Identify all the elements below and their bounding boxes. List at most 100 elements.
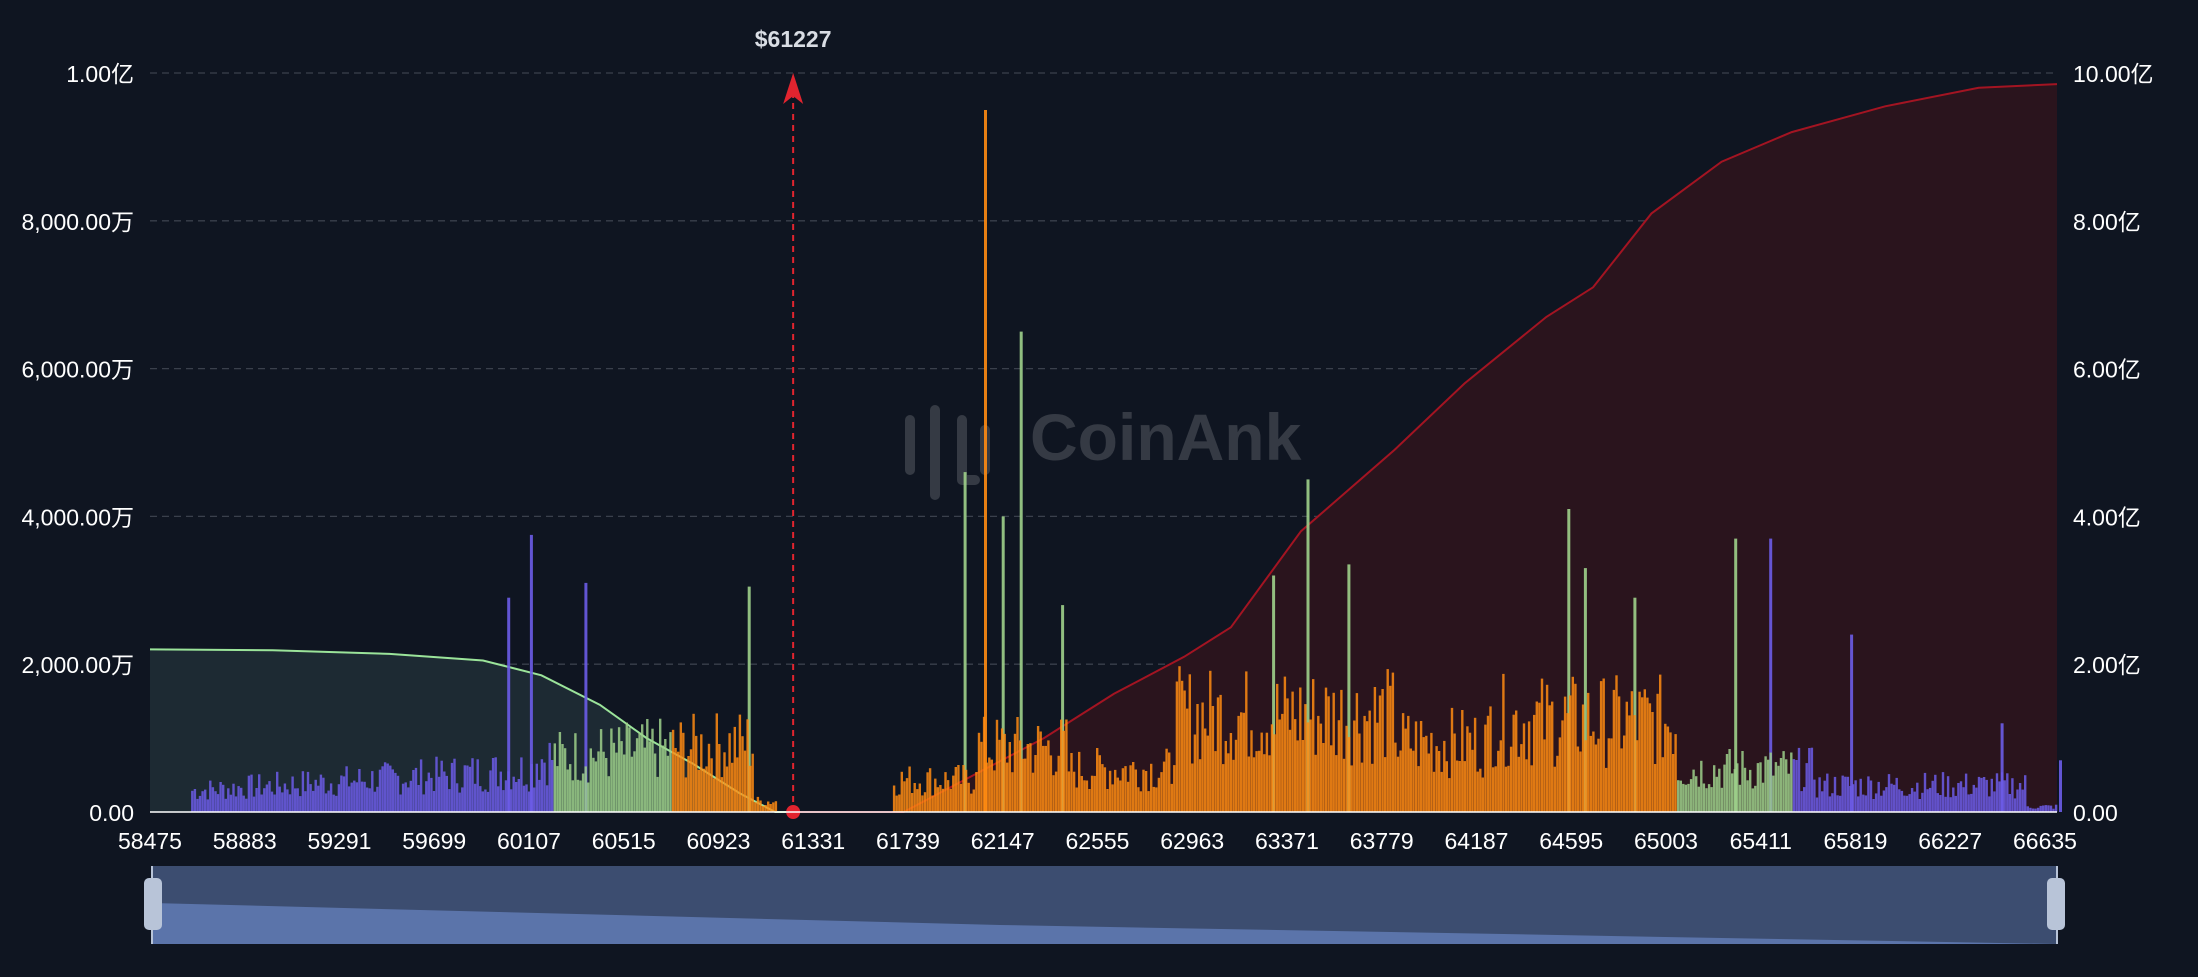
histogram-bar xyxy=(1754,785,1757,812)
histogram-bar xyxy=(1419,721,1423,812)
histogram-bar xyxy=(1427,753,1430,812)
histogram-bar xyxy=(1684,784,1688,812)
histogram-bar xyxy=(967,782,970,812)
histogram-bar xyxy=(1137,787,1140,812)
histogram-bar xyxy=(1736,763,1739,812)
current-price-marker: $61227 xyxy=(755,26,832,819)
histogram-bar xyxy=(1389,685,1392,812)
histogram-bar xyxy=(1466,726,1469,812)
histogram-bar xyxy=(1993,791,1996,812)
histogram-bar xyxy=(1823,780,1826,812)
histogram-bar xyxy=(1767,759,1770,812)
histogram-bar xyxy=(1900,790,1904,812)
histogram-bar xyxy=(1229,733,1233,812)
liquidation-bar xyxy=(1769,538,1773,812)
histogram-bar xyxy=(1705,788,1708,812)
histogram-bar xyxy=(1653,764,1657,812)
histogram-bar xyxy=(990,759,993,812)
histogram-bar xyxy=(926,772,929,812)
histogram-bar xyxy=(892,785,896,812)
histogram-bar xyxy=(209,780,212,812)
histogram-bar xyxy=(1540,678,1544,812)
histogram-bar xyxy=(373,791,377,812)
histogram-bar xyxy=(347,786,351,812)
histogram-bar xyxy=(1126,781,1130,812)
histogram-bar xyxy=(2016,789,2019,812)
histogram-bar xyxy=(1276,683,1279,812)
histogram-bar xyxy=(715,713,718,812)
histogram-bar xyxy=(422,794,425,812)
histogram-bar xyxy=(957,765,960,812)
histogram-bar xyxy=(566,769,569,812)
histogram-bar xyxy=(1589,735,1592,812)
histogram-bar xyxy=(502,790,505,812)
histogram-bar xyxy=(332,794,335,812)
zoom-handle-right[interactable] xyxy=(2047,878,2065,930)
histogram-bar xyxy=(1381,689,1384,812)
x-tick-label: 58883 xyxy=(213,828,277,854)
histogram-bar xyxy=(1620,748,1623,812)
histogram-bar xyxy=(1831,793,1834,812)
histogram-bar xyxy=(358,769,361,812)
zoom-handle-left[interactable] xyxy=(144,878,162,930)
histogram-bar xyxy=(450,762,454,812)
histogram-bar xyxy=(425,781,428,812)
histogram-bar xyxy=(1574,683,1577,812)
histogram-bar xyxy=(270,791,274,812)
histogram-bar xyxy=(368,788,371,812)
histogram-bar xyxy=(1785,759,1788,812)
histogram-bar xyxy=(383,762,387,812)
x-tick-label: 58475 xyxy=(118,828,182,854)
histogram-bar xyxy=(1180,680,1184,812)
liquidation-bar xyxy=(1061,605,1065,812)
histogram-bar xyxy=(628,727,631,812)
histogram-bar xyxy=(1157,777,1161,812)
histogram-bar xyxy=(749,765,752,812)
histogram-bar xyxy=(309,784,312,812)
histogram-bar xyxy=(1435,746,1438,812)
histogram-bar xyxy=(1864,795,1868,812)
histogram-bar xyxy=(1206,735,1209,812)
histogram-bar xyxy=(201,791,204,812)
histogram-bar xyxy=(1368,710,1371,812)
histogram-bar xyxy=(515,782,518,812)
histogram-bar xyxy=(1209,670,1212,812)
histogram-bar xyxy=(1579,751,1582,812)
histogram-bar xyxy=(1954,795,1957,812)
y-right-tick-label: 0.00 xyxy=(2073,800,2118,826)
histogram-bar xyxy=(260,794,263,812)
histogram-bar xyxy=(946,780,950,812)
histogram-bar xyxy=(970,793,973,812)
histogram-bar xyxy=(432,791,436,812)
histogram-bar xyxy=(1407,715,1410,812)
histogram-bar xyxy=(1515,710,1518,812)
histogram-bar xyxy=(350,782,353,812)
histogram-bar xyxy=(193,789,197,812)
histogram-bar xyxy=(232,783,235,812)
histogram-bar xyxy=(1738,784,1742,812)
histogram-bar xyxy=(1892,784,1896,812)
zoom-slider[interactable] xyxy=(144,866,2065,944)
histogram-bar xyxy=(219,782,222,812)
histogram-bar xyxy=(453,758,456,812)
histogram-bar xyxy=(1129,765,1132,812)
histogram-bar xyxy=(638,732,641,812)
histogram-bar xyxy=(1998,781,2001,812)
histogram-bar xyxy=(736,757,739,812)
x-tick-label: 65003 xyxy=(1634,828,1698,854)
histogram-bar xyxy=(1671,754,1675,812)
x-tick-label: 65411 xyxy=(1730,828,1792,854)
histogram-bar xyxy=(1484,724,1487,812)
histogram-bar xyxy=(774,801,778,812)
histogram-bar xyxy=(664,739,667,812)
histogram-bar xyxy=(1147,791,1150,812)
liquidation-bar xyxy=(529,534,533,812)
x-tick-label: 60515 xyxy=(592,828,656,854)
histogram-bar xyxy=(692,713,695,812)
histogram-bar xyxy=(548,742,551,812)
y-left-tick-label: 2,000.00万 xyxy=(21,652,134,678)
histogram-bar xyxy=(1075,787,1078,812)
histogram-bar xyxy=(1288,729,1292,812)
histogram-bar xyxy=(312,790,315,812)
